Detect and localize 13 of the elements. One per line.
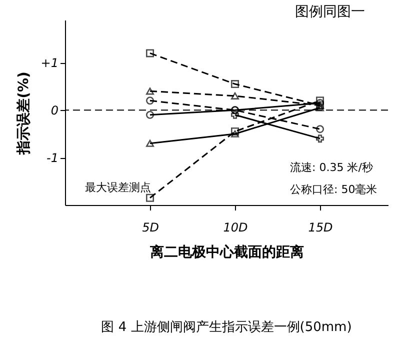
text: 图 4 上游侧闸阀产生指示误差一例(50mm)	[101, 320, 352, 335]
x-axis-title: 离二电极中心截面的距离	[149, 244, 304, 260]
annotation: 最大误差测点	[85, 181, 151, 194]
x-tick-label: 5D	[142, 220, 159, 234]
x-tick-label: 10D	[223, 220, 248, 234]
y-axis-title: 指示误差(%)	[16, 72, 32, 156]
annotation: 流速: 0.35 米/秒	[290, 161, 373, 174]
text: 图例同图一	[295, 4, 365, 20]
annotation: 公称口径: 50毫米	[290, 183, 378, 196]
y-tick-label: 0	[50, 104, 59, 118]
x-tick-label: 15D	[308, 220, 333, 234]
y-tick-label: +1	[40, 56, 58, 70]
y-tick-label: -1	[46, 151, 58, 166]
